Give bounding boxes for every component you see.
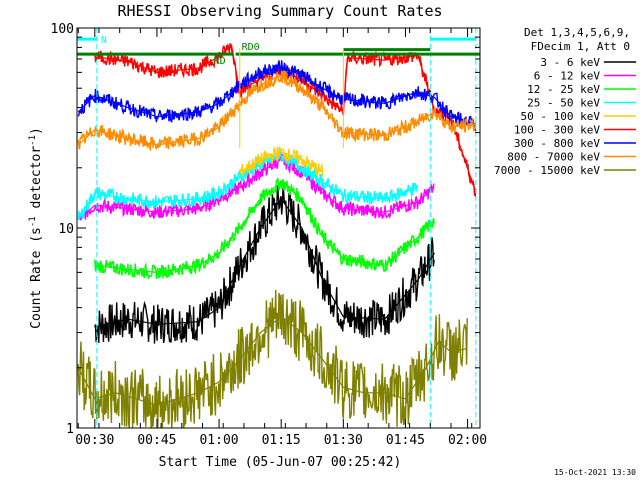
series-trace-2 (94, 177, 435, 280)
legend-label-5: 100 - 300 keV (514, 124, 600, 137)
legend-header-line-1: Det 1,3,4,5,6,9, (524, 26, 630, 39)
data-series-layer (77, 43, 477, 429)
series-0 (94, 185, 435, 344)
y-axis-title-main: Count Rate (s (29, 227, 44, 329)
x-tick-label-2: 01:00 (199, 433, 238, 448)
footer-timestamp: 15-Oct-2021 13:30 (554, 468, 636, 477)
axis-layer: 1 10 100 00:30 00:45 01:00 01:15 01:30 01:45 02:0… (51, 22, 488, 448)
series-trace-0 (94, 185, 435, 344)
x-axis-title: Start Time (05-Jun-07 00:25:42) (159, 455, 402, 470)
series-trace-1 (77, 151, 435, 221)
legend-label-4: 50 - 100 keV (521, 110, 601, 123)
series-8 (77, 289, 468, 429)
legend-header-line-2: FDecim 1, Att 0 (531, 40, 630, 53)
series-1 (77, 151, 435, 221)
night-label: N (101, 35, 107, 46)
x-tick-label-3: 01:15 (262, 433, 301, 448)
y-tick-label-0: 1 (66, 422, 74, 437)
x-tick-label-4: 01:30 (324, 433, 363, 448)
series-6 (77, 60, 477, 132)
series-line-0 (94, 197, 435, 328)
series-2 (94, 177, 435, 280)
y-tick-label-1: 10 (58, 222, 74, 237)
series-trace-3 (77, 149, 419, 219)
legend-label-2: 12 - 25 keV (527, 83, 600, 96)
chart-title: RHESSI Observing Summary Count Rates (117, 2, 442, 20)
series-4 (239, 145, 324, 178)
saa-label-rd: RD (214, 56, 226, 67)
y-tick-label-2: 100 (51, 22, 74, 37)
legend-label-0: 3 - 6 keV (540, 56, 600, 69)
series-trace-4 (239, 145, 324, 178)
y-axis-title-close: ) (29, 127, 44, 135)
legend-label-8: 7000 - 15000 keV (494, 164, 600, 177)
y-axis-title-tail-sup: -1 (28, 135, 38, 146)
x-tick-label-6: 02:00 (448, 433, 487, 448)
series-trace-8 (77, 289, 468, 429)
y-axis-title: Count Rate (s-1 detector-1) (28, 127, 44, 329)
legend-label-6: 300 - 800 keV (514, 137, 600, 150)
x-tick-label-5: 01:45 (386, 433, 425, 448)
legend-label-3: 25 - 50 keV (527, 97, 600, 110)
legend: Det 1,3,4,5,6,9, FDecim 1, Att 0 3 - 6 k… (494, 26, 636, 177)
y-axis-title-sup: -1 (28, 216, 38, 227)
x-tick-label-0: 00:30 (75, 433, 114, 448)
legend-label-1: 6 - 12 keV (534, 70, 601, 83)
series-7 (77, 70, 477, 152)
series-trace-6 (77, 60, 477, 132)
series-trace-7 (77, 70, 477, 152)
x-tick-label-1: 00:45 (137, 433, 176, 448)
y-axis-title-tail: detector (29, 146, 44, 217)
legend-label-7: 800 - 7000 keV (507, 151, 600, 164)
saa-label-rd0: RD0 (242, 42, 260, 53)
